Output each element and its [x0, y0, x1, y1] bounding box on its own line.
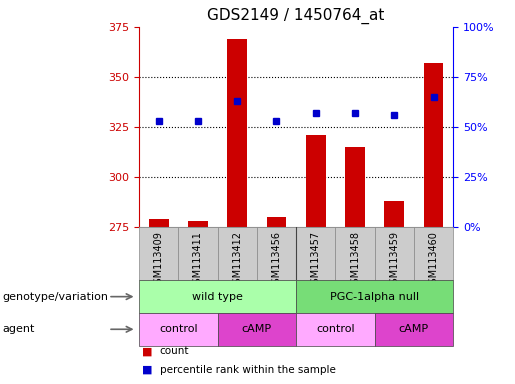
Bar	[257, 227, 296, 280]
Text: wild type: wild type	[192, 291, 243, 302]
Bar	[139, 313, 217, 346]
Bar	[149, 218, 168, 227]
Bar	[345, 147, 365, 227]
Text: GSM113460: GSM113460	[428, 231, 439, 290]
Bar	[424, 63, 443, 227]
Bar	[414, 227, 453, 280]
Bar	[188, 220, 208, 227]
Bar	[217, 227, 257, 280]
Text: cAMP: cAMP	[399, 324, 429, 334]
Text: agent: agent	[3, 324, 35, 334]
Bar	[139, 280, 296, 313]
Text: ■: ■	[142, 346, 152, 356]
Text: cAMP: cAMP	[242, 324, 272, 334]
Bar	[296, 313, 375, 346]
Bar	[228, 39, 247, 227]
Text: control: control	[159, 324, 198, 334]
Text: GSM113456: GSM113456	[271, 231, 282, 290]
Text: count: count	[160, 346, 189, 356]
Text: GSM113409: GSM113409	[153, 231, 164, 290]
Text: GSM113459: GSM113459	[389, 231, 399, 290]
Bar	[385, 200, 404, 227]
Bar	[375, 313, 453, 346]
Text: GSM113412: GSM113412	[232, 231, 242, 290]
Text: percentile rank within the sample: percentile rank within the sample	[160, 365, 336, 375]
Title: GDS2149 / 1450764_at: GDS2149 / 1450764_at	[208, 8, 385, 24]
Text: GSM113411: GSM113411	[193, 231, 203, 290]
Text: control: control	[316, 324, 355, 334]
Bar	[375, 227, 414, 280]
Bar	[139, 227, 178, 280]
Bar	[296, 227, 335, 280]
Text: PGC-1alpha null: PGC-1alpha null	[330, 291, 419, 302]
Text: genotype/variation: genotype/variation	[3, 291, 109, 302]
Text: GSM113458: GSM113458	[350, 231, 360, 290]
Text: GSM113457: GSM113457	[311, 231, 321, 290]
Bar	[296, 280, 453, 313]
Bar	[178, 227, 218, 280]
Bar	[306, 135, 325, 227]
Text: ■: ■	[142, 365, 152, 375]
Bar	[267, 217, 286, 227]
Bar	[335, 227, 375, 280]
Bar	[217, 313, 296, 346]
